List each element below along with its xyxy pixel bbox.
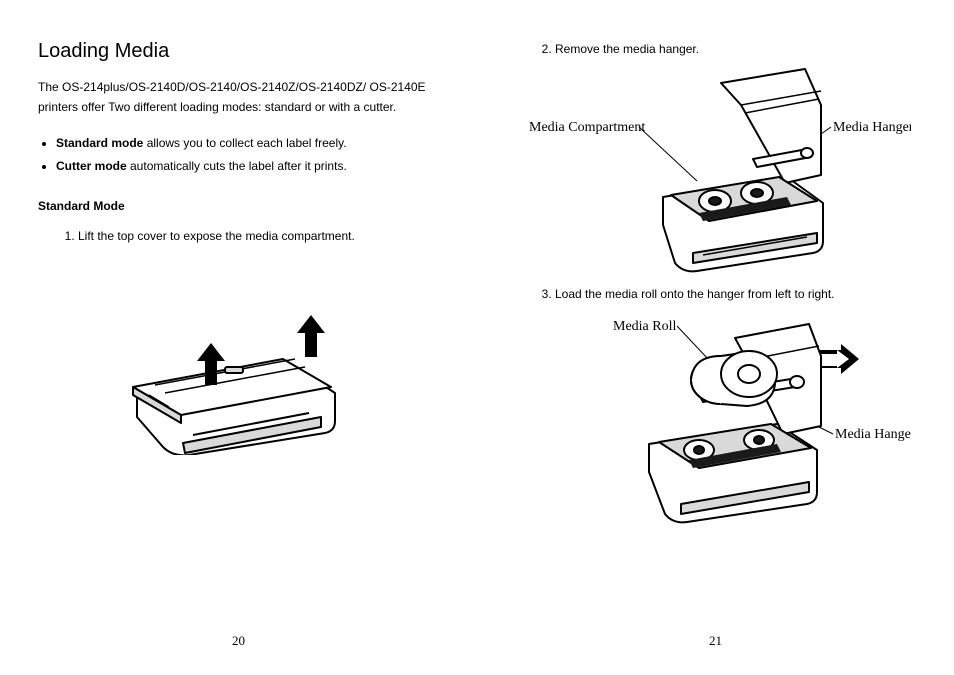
steps-right-b: Load the media roll onto the hanger from… [515, 285, 916, 304]
label-media-hanger-2: Media Hanger [835, 427, 911, 442]
step-3: Load the media roll onto the hanger from… [555, 285, 916, 304]
page-number-left: 20 [0, 633, 477, 649]
mode-cutter-bold: Cutter mode [56, 159, 127, 173]
mode-standard-bold: Standard mode [56, 136, 143, 150]
step-2: Remove the media hanger. [555, 40, 916, 59]
mode-standard-text: allows you to collect each label freely. [143, 136, 346, 150]
page-left: Loading Media The OS-214plus/OS-2140D/OS… [0, 0, 477, 675]
page-spread: Loading Media The OS-214plus/OS-2140D/OS… [0, 0, 954, 675]
intro-paragraph: The OS-214plus/OS-2140D/OS-2140/OS-2140Z… [38, 77, 439, 118]
mode-cutter-text: automatically cuts the label after it pr… [127, 159, 347, 173]
page-number-right: 21 [477, 633, 954, 649]
mode-cutter: Cutter mode automatically cuts the label… [56, 155, 439, 178]
mode-standard: Standard mode allows you to collect each… [56, 132, 439, 155]
step-1: Lift the top cover to expose the media c… [78, 227, 439, 246]
figure-load-roll: Media Roll Media Hanger [521, 308, 911, 528]
steps-left: Lift the top cover to expose the media c… [38, 227, 439, 246]
section-standard-mode: Standard Mode [38, 199, 439, 213]
label-media-roll: Media Roll [613, 319, 676, 334]
heading-loading-media: Loading Media [38, 40, 439, 63]
label-media-hanger-1: Media Hanger [833, 120, 911, 135]
page-right: Remove the media hanger. Media Compartme… [477, 0, 954, 675]
label-media-compartment: Media Compartment [529, 120, 645, 135]
modes-list: Standard mode allows you to collect each… [38, 132, 439, 178]
figure-remove-hanger: Media Compartment Media Hanger [521, 65, 911, 275]
steps-right-a: Remove the media hanger. [515, 40, 916, 59]
figure-lift-cover [109, 265, 369, 455]
